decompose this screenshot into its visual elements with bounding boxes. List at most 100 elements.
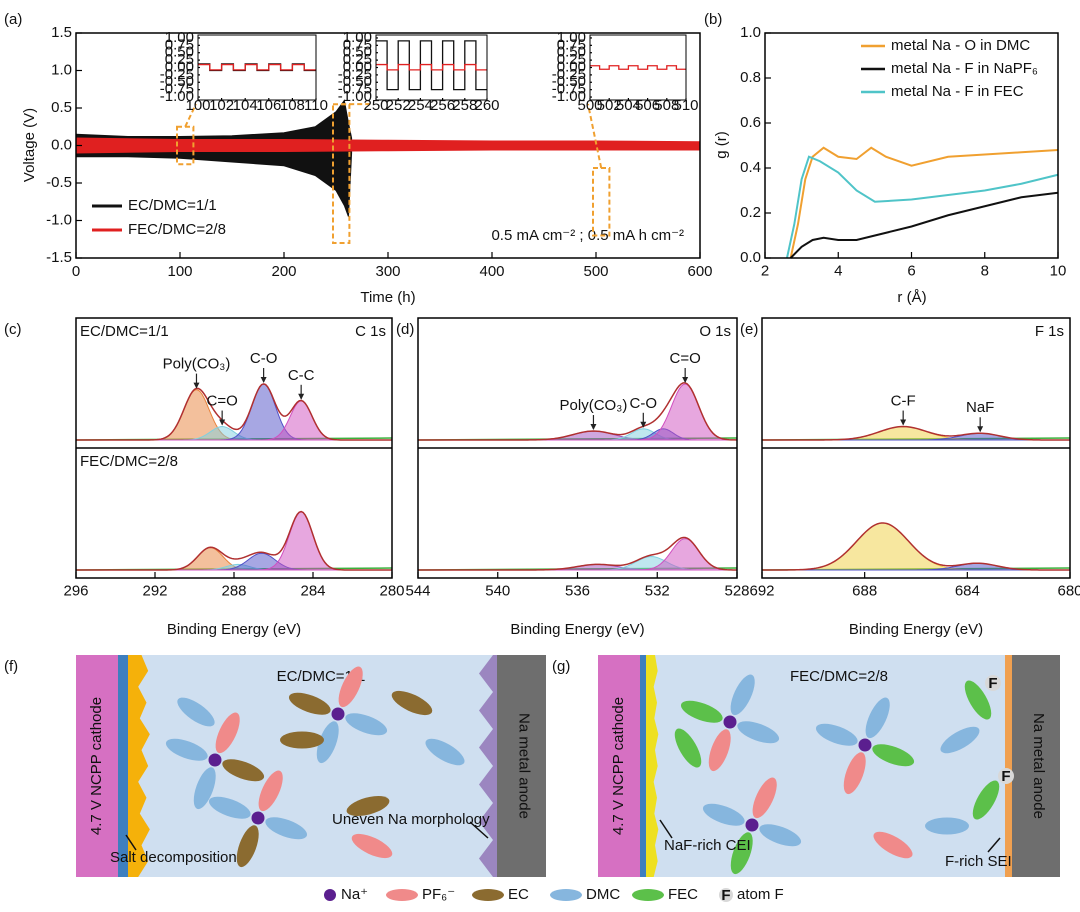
solvation-molecule bbox=[222, 759, 265, 782]
cei-strip bbox=[640, 655, 646, 877]
diagram-title: FEC/DMC=2/8 bbox=[790, 668, 888, 685]
y-tick-label: 0.50 bbox=[165, 44, 194, 61]
y-tick-label: 1.5 bbox=[51, 24, 72, 41]
molecule bbox=[177, 697, 215, 727]
x-tick-label: 4 bbox=[834, 262, 842, 279]
solvation-molecule bbox=[752, 777, 777, 819]
solvation-molecule bbox=[843, 752, 866, 795]
x-tick-label: 8 bbox=[981, 262, 989, 279]
molecule bbox=[940, 726, 980, 754]
arrow-head bbox=[900, 419, 907, 426]
envelope bbox=[76, 383, 392, 441]
x-tick-label: 284 bbox=[300, 582, 325, 599]
y-tick-label: -0.50 bbox=[160, 73, 194, 90]
x-tick-label: 292 bbox=[142, 582, 167, 599]
arrow-head bbox=[590, 424, 597, 431]
x-tick-label: 300 bbox=[375, 263, 400, 280]
solvation-molecule bbox=[702, 803, 745, 826]
panel-label: (c) bbox=[4, 321, 22, 338]
arrow-head bbox=[640, 421, 647, 428]
x-tick-label: 506 bbox=[635, 97, 660, 114]
inset-trace bbox=[590, 65, 686, 70]
arrow-head bbox=[193, 382, 200, 389]
y-tick-label: 0.0 bbox=[51, 136, 72, 153]
y-tick-label: -1.0 bbox=[46, 211, 72, 228]
note-label: Uneven Na morphology bbox=[332, 811, 490, 828]
x-tick-label: 250 bbox=[363, 97, 388, 114]
envelope bbox=[76, 510, 392, 571]
x-tick-label: 536 bbox=[565, 582, 590, 599]
y-tick-label: 0.75 bbox=[165, 36, 194, 53]
solvation-molecule bbox=[730, 832, 753, 875]
solvation-molecule bbox=[865, 697, 890, 739]
envelope bbox=[761, 522, 1070, 571]
x-tick-label: 544 bbox=[405, 582, 430, 599]
cei-strip bbox=[118, 655, 128, 877]
cathode-label: 4.7 V NCPP cathode bbox=[610, 697, 627, 835]
note-arrow bbox=[987, 837, 1001, 853]
anode-label: Na metal anode bbox=[1030, 713, 1047, 819]
arrow-head bbox=[298, 393, 305, 400]
y-axis-label: g (r) bbox=[713, 131, 730, 159]
peak-label: C-O bbox=[630, 395, 658, 412]
rdf-line bbox=[789, 191, 1059, 259]
na-ion bbox=[858, 738, 872, 752]
y-tick-label: 1.00 bbox=[557, 29, 586, 46]
arrow-head bbox=[219, 419, 226, 426]
molecule bbox=[972, 780, 1000, 820]
solvation-molecule bbox=[338, 666, 363, 708]
molecule bbox=[351, 833, 393, 859]
spectrum-title: F 1s bbox=[1035, 323, 1064, 340]
f-atom bbox=[998, 768, 1014, 784]
solvation-molecule bbox=[258, 770, 283, 812]
note-label: NaF-rich CEI bbox=[664, 837, 751, 854]
solvation-molecule bbox=[759, 824, 802, 847]
x-tick-label: 508 bbox=[654, 97, 679, 114]
annotation: 0.5 mA cm⁻² ; 0.5 mA h cm⁻² bbox=[491, 227, 684, 244]
x-tick-label: 504 bbox=[616, 97, 641, 114]
sei-layer bbox=[1005, 655, 1012, 877]
x-tick-label: 200 bbox=[271, 263, 296, 280]
panel-label: (f) bbox=[4, 658, 18, 675]
x-tick-label: 260 bbox=[474, 97, 499, 114]
molecule bbox=[964, 680, 992, 720]
y-tick-label: -0.75 bbox=[160, 81, 194, 98]
x-tick-label: 500 bbox=[577, 97, 602, 114]
cathode bbox=[598, 655, 640, 877]
solvation-molecule bbox=[236, 825, 259, 868]
x-axis-label: r (Å) bbox=[897, 289, 926, 306]
note-label: Salt decomposition bbox=[110, 849, 237, 866]
legend-label: metal Na - F in FEC bbox=[891, 83, 1024, 100]
solvation-molecule bbox=[165, 738, 208, 761]
solvation-molecule bbox=[215, 712, 240, 754]
y-tick-label: 1.00 bbox=[165, 29, 194, 46]
x-tick-label: 688 bbox=[852, 582, 877, 599]
y-tick-label: 0.25 bbox=[165, 51, 194, 68]
y-tick-label: 0.00 bbox=[165, 58, 194, 75]
solvation-molecule bbox=[708, 729, 731, 772]
x-tick-label: 288 bbox=[221, 582, 246, 599]
sei-dendrite bbox=[479, 655, 497, 877]
solvation-molecule bbox=[680, 700, 723, 723]
y-tick-label: -0.75 bbox=[338, 81, 372, 98]
envelope bbox=[762, 425, 1070, 441]
na-ion bbox=[331, 707, 345, 721]
spectrum-title: C 1s bbox=[355, 323, 386, 340]
y-tick-label: -0.75 bbox=[552, 81, 586, 98]
x-tick-label: 532 bbox=[645, 582, 670, 599]
peak-label: C-C bbox=[288, 367, 315, 384]
x-tick-label: 600 bbox=[687, 263, 712, 280]
x-tick-label: 6 bbox=[907, 262, 915, 279]
y-tick-label: 0.25 bbox=[557, 51, 586, 68]
x-tick-label: 254 bbox=[408, 97, 433, 114]
molecule bbox=[425, 738, 465, 766]
molecule bbox=[280, 731, 324, 749]
na-ion bbox=[208, 753, 222, 767]
solvation-molecule bbox=[265, 817, 308, 840]
y-tick-label: 1.00 bbox=[343, 29, 372, 46]
legend-label: FEC bbox=[668, 886, 698, 903]
inset-trace bbox=[376, 63, 487, 71]
x-tick-label: 106 bbox=[256, 97, 281, 114]
legend-symbol bbox=[550, 889, 582, 901]
y-tick-label: -1.00 bbox=[160, 88, 194, 105]
